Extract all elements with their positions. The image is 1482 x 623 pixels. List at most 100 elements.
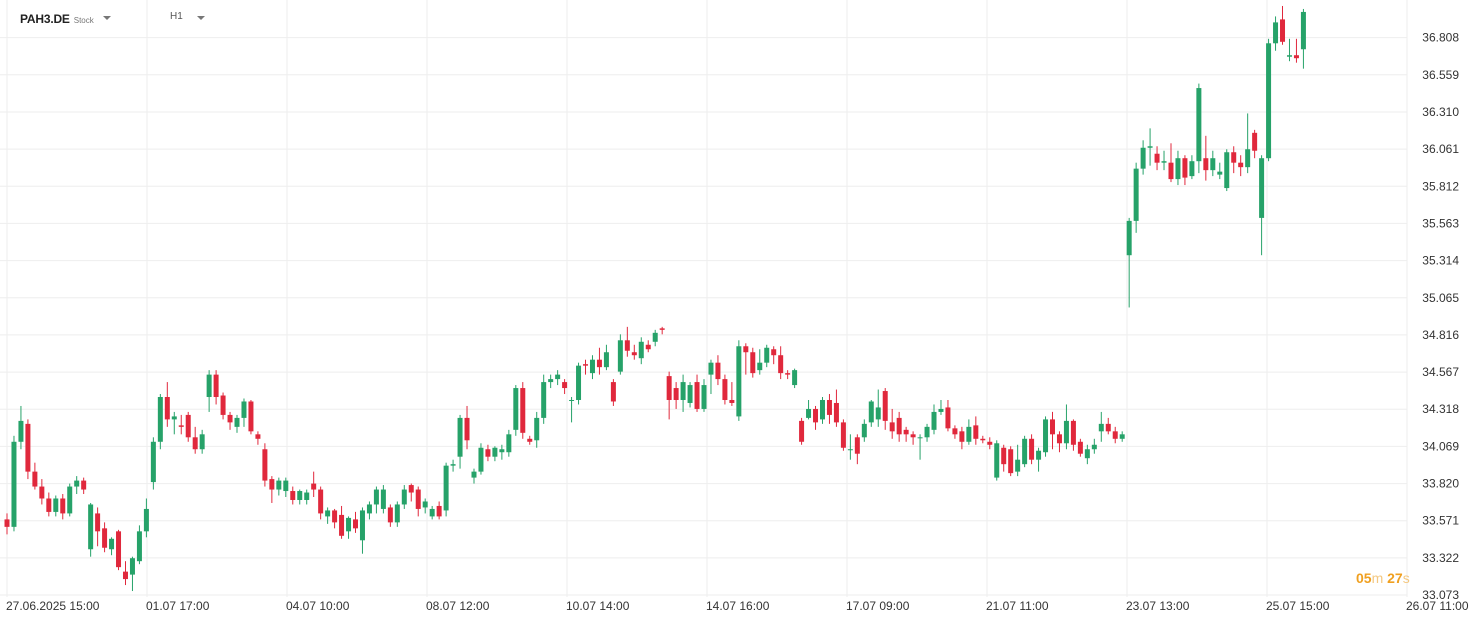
x-tick-label: 23.07 13:00 — [1126, 599, 1190, 613]
x-tick-label: 25.07 15:00 — [1266, 599, 1330, 613]
candle-body — [213, 374, 219, 398]
candle — [1286, 38, 1292, 62]
candle — [743, 343, 749, 375]
x-tick-label: 08.07 12:00 — [426, 599, 490, 613]
candle — [987, 437, 993, 450]
candle — [638, 337, 644, 365]
candle — [959, 426, 965, 450]
candle-body — [687, 385, 693, 403]
candle-body — [450, 464, 456, 466]
candle — [520, 382, 526, 439]
candle-body — [617, 340, 623, 372]
candle — [875, 389, 881, 427]
candle — [1238, 155, 1244, 177]
candle-body — [1286, 55, 1292, 57]
candle-body — [596, 359, 602, 368]
candle — [708, 359, 714, 395]
candle-body — [136, 531, 142, 562]
candle-body — [889, 422, 895, 432]
candle-body — [471, 471, 477, 478]
timeframe-label[interactable]: H1 — [170, 11, 183, 22]
candle — [673, 382, 679, 409]
candle — [325, 507, 331, 524]
candle-body — [164, 397, 170, 420]
candle-body — [589, 359, 595, 374]
candle-body — [25, 423, 31, 472]
timeframe-dropdown-icon[interactable] — [197, 16, 205, 20]
x-tick-label: 10.07 14:00 — [566, 599, 630, 613]
candle — [833, 389, 839, 427]
candle-body — [1105, 423, 1111, 432]
candle-body — [485, 449, 491, 457]
candle — [1098, 411, 1104, 442]
candle — [53, 495, 59, 517]
candle-body — [206, 374, 212, 398]
candle-body — [1259, 158, 1265, 218]
y-tick-label: 33.571 — [1422, 514, 1459, 528]
candle — [178, 414, 184, 435]
candle — [234, 414, 240, 433]
candle-body — [1189, 161, 1195, 177]
candle-body — [785, 373, 791, 375]
candle — [889, 408, 895, 439]
candle — [499, 444, 505, 460]
symbol-name[interactable]: PAH3.DE — [20, 12, 70, 26]
candle — [485, 444, 491, 462]
candle-body — [624, 340, 630, 351]
candle-body — [1273, 22, 1279, 44]
candle — [548, 374, 554, 389]
candle-body — [715, 362, 721, 380]
candle-body — [122, 571, 128, 580]
candle — [18, 405, 24, 450]
x-axis: 27.06.2025 15:00 01.07 17:00 04.07 10:00 08… — [6, 599, 1469, 613]
candle — [1140, 140, 1146, 175]
candle — [443, 462, 449, 517]
x-tick-label: 17.07 09:00 — [846, 599, 910, 613]
candle — [366, 501, 372, 520]
candle — [659, 326, 665, 335]
candle-body — [945, 407, 951, 429]
candle-body — [478, 447, 484, 472]
candle-body — [673, 388, 679, 400]
gridlines — [0, 0, 1408, 597]
candle-body — [255, 434, 261, 439]
candle — [610, 379, 616, 406]
candle — [861, 419, 867, 442]
candle-body — [325, 510, 331, 517]
candle-body — [1050, 419, 1055, 435]
symbol-dropdown-icon[interactable] — [102, 15, 111, 20]
candle — [60, 494, 66, 520]
candle-body — [436, 505, 442, 517]
candle — [122, 561, 128, 586]
candle-body — [297, 491, 303, 500]
candle — [589, 355, 595, 380]
candle-body — [506, 434, 512, 453]
candle — [868, 399, 874, 427]
candle — [652, 329, 658, 347]
countdown-seconds: 27 — [1387, 570, 1403, 586]
candle — [854, 434, 860, 465]
candle — [666, 371, 672, 420]
candle — [757, 349, 763, 375]
candle-body — [631, 352, 637, 356]
candle — [1077, 438, 1083, 457]
candle — [1231, 146, 1237, 174]
y-tick-label: 36.061 — [1422, 142, 1459, 156]
candle-body — [562, 382, 568, 389]
candle — [1196, 83, 1202, 174]
candle-body — [652, 332, 658, 342]
candle — [826, 394, 832, 424]
candle-body — [220, 395, 226, 415]
candle — [813, 405, 819, 430]
x-tick-label: 14.07 16:00 — [706, 599, 770, 613]
candle — [847, 434, 853, 460]
candle-body — [1140, 147, 1146, 169]
candle — [213, 370, 219, 405]
candle-body — [680, 382, 686, 400]
candle — [764, 344, 770, 368]
countdown-minutes-unit: m — [1371, 570, 1384, 586]
candle-body — [116, 531, 122, 568]
candle — [408, 483, 414, 502]
y-tick-label: 34.069 — [1422, 439, 1459, 453]
